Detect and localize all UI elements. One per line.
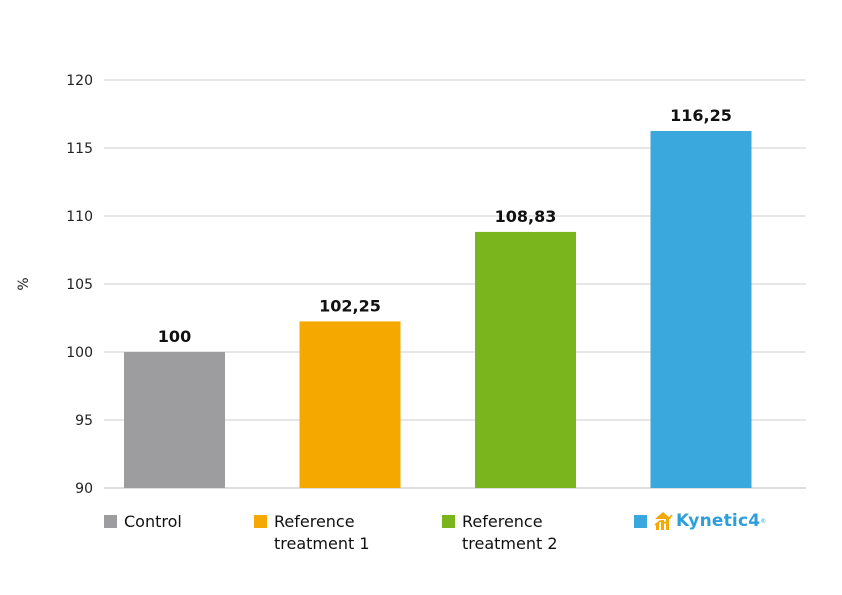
- y-tick-label: 115: [66, 141, 93, 157]
- y-tick-label: 110: [66, 209, 93, 225]
- data-labels: 100 102,25 108,83 116,25: [158, 106, 732, 346]
- y-tick-label: 95: [75, 413, 93, 429]
- legend-swatch-control: [104, 515, 117, 528]
- legend-swatch-reference-treatment-2: [442, 515, 455, 528]
- y-tick-label: 100: [66, 345, 93, 361]
- data-label: 108,83: [495, 207, 557, 226]
- bars: [124, 131, 752, 489]
- legend-label-reference-treatment-1: Reference treatment 1: [274, 512, 370, 553]
- registered-mark: ®: [760, 517, 767, 525]
- y-axis-ticks: 90 95 100 105 110 115 120: [66, 73, 93, 497]
- legend-item-control: Control: [104, 511, 182, 533]
- legend-item-reference-treatment-1: Reference treatment 1: [254, 511, 370, 555]
- y-tick-label: 90: [75, 481, 93, 497]
- data-label: 102,25: [319, 296, 381, 315]
- legend-label-control: Control: [124, 512, 182, 531]
- growth-bars-icon: [654, 512, 673, 530]
- bar-control: [124, 352, 225, 488]
- bar-reference-treatment-2: [475, 231, 576, 489]
- y-tick-label: 120: [66, 73, 93, 89]
- data-label: 100: [158, 327, 191, 346]
- legend-item-kynetic4: Kynetic4 ®: [634, 511, 766, 531]
- legend-item-reference-treatment-2: Reference treatment 2: [442, 511, 558, 555]
- legend-swatch-reference-treatment-1: [254, 515, 267, 528]
- kynetic4-logo: Kynetic4 ®: [654, 511, 766, 531]
- legend-label-reference-treatment-2: Reference treatment 2: [462, 512, 558, 553]
- legend-swatch-kynetic4: [634, 515, 647, 528]
- kynetic4-wordmark: Kynetic4: [676, 511, 761, 531]
- data-label: 116,25: [670, 106, 732, 125]
- bar-kynetic4: [650, 131, 752, 488]
- y-axis-label: %: [16, 277, 32, 290]
- legend: Control Reference treatment 1 Reference …: [0, 511, 842, 571]
- y-tick-label: 105: [66, 277, 93, 293]
- bar-reference-treatment-1: [299, 321, 401, 488]
